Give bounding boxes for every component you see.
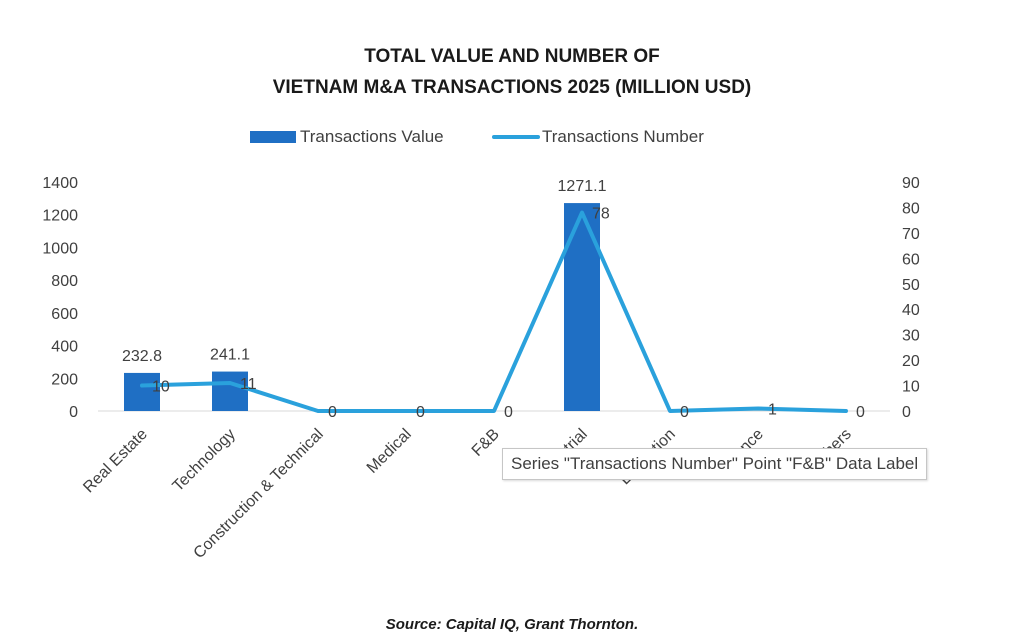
line-data-label: 78 [592, 206, 610, 223]
category-label: F&B [469, 426, 503, 460]
category-label: Technology [170, 426, 239, 495]
y2-tick-label: 30 [902, 328, 920, 345]
y2-tick-label: 50 [902, 277, 920, 294]
y-tick-label: 200 [51, 371, 78, 388]
y-tick-label: 800 [51, 273, 78, 290]
data-label-tooltip: Series "Transactions Number" Point "F&B"… [502, 448, 928, 480]
bar [212, 371, 248, 411]
bar-data-label: 241.1 [210, 347, 250, 364]
legend-label-value: Transactions Value [300, 127, 444, 146]
y2-tick-label: 80 [902, 200, 920, 217]
legend-swatch-number [492, 135, 540, 139]
y2-tick-label: 60 [902, 251, 920, 268]
source-note: Source: Capital IQ, Grant Thornton. [385, 616, 639, 633]
bar-data-label: 232.8 [122, 348, 162, 365]
y-tick-label: 1000 [42, 240, 78, 257]
category-label: Real Estate [80, 426, 151, 497]
y-tick-label: 0 [69, 404, 78, 421]
y2-tick-label: 90 [902, 175, 920, 192]
y-tick-label: 1200 [42, 208, 78, 225]
legend-label-number: Transactions Number [542, 127, 704, 146]
chart-title-line2: VIETNAM M&A TRANSACTIONS 2025 (MILLION U… [272, 77, 752, 98]
y2-tick-label: 40 [902, 302, 920, 319]
bar-data-label: 1271.1 [558, 178, 607, 195]
legend-swatch-value [250, 131, 296, 143]
y2-tick-label: 70 [902, 226, 920, 243]
y2-tick-label: 10 [902, 379, 920, 396]
line-data-label: 1 [768, 401, 777, 418]
y2-tick-label: 0 [902, 404, 911, 421]
line-series [140, 210, 848, 413]
y-tick-label: 400 [51, 339, 78, 356]
line-data-label: 0 [416, 404, 425, 421]
category-label: Medical [364, 426, 415, 477]
line-data-label: 0 [680, 404, 689, 421]
line-data-label: 0 [504, 404, 513, 421]
chart-title: TOTAL VALUE AND NUMBER OF [364, 46, 660, 67]
line-data-label: 10 [152, 379, 170, 396]
line-data-label: 0 [328, 404, 337, 421]
y2-tick-label: 20 [902, 353, 920, 370]
line-data-label: 11 [240, 376, 257, 393]
bar [124, 372, 160, 411]
line-data-label: 0 [856, 404, 865, 421]
y-tick-label: 1400 [42, 175, 78, 192]
bar [564, 203, 600, 411]
y-tick-label: 600 [51, 306, 78, 323]
